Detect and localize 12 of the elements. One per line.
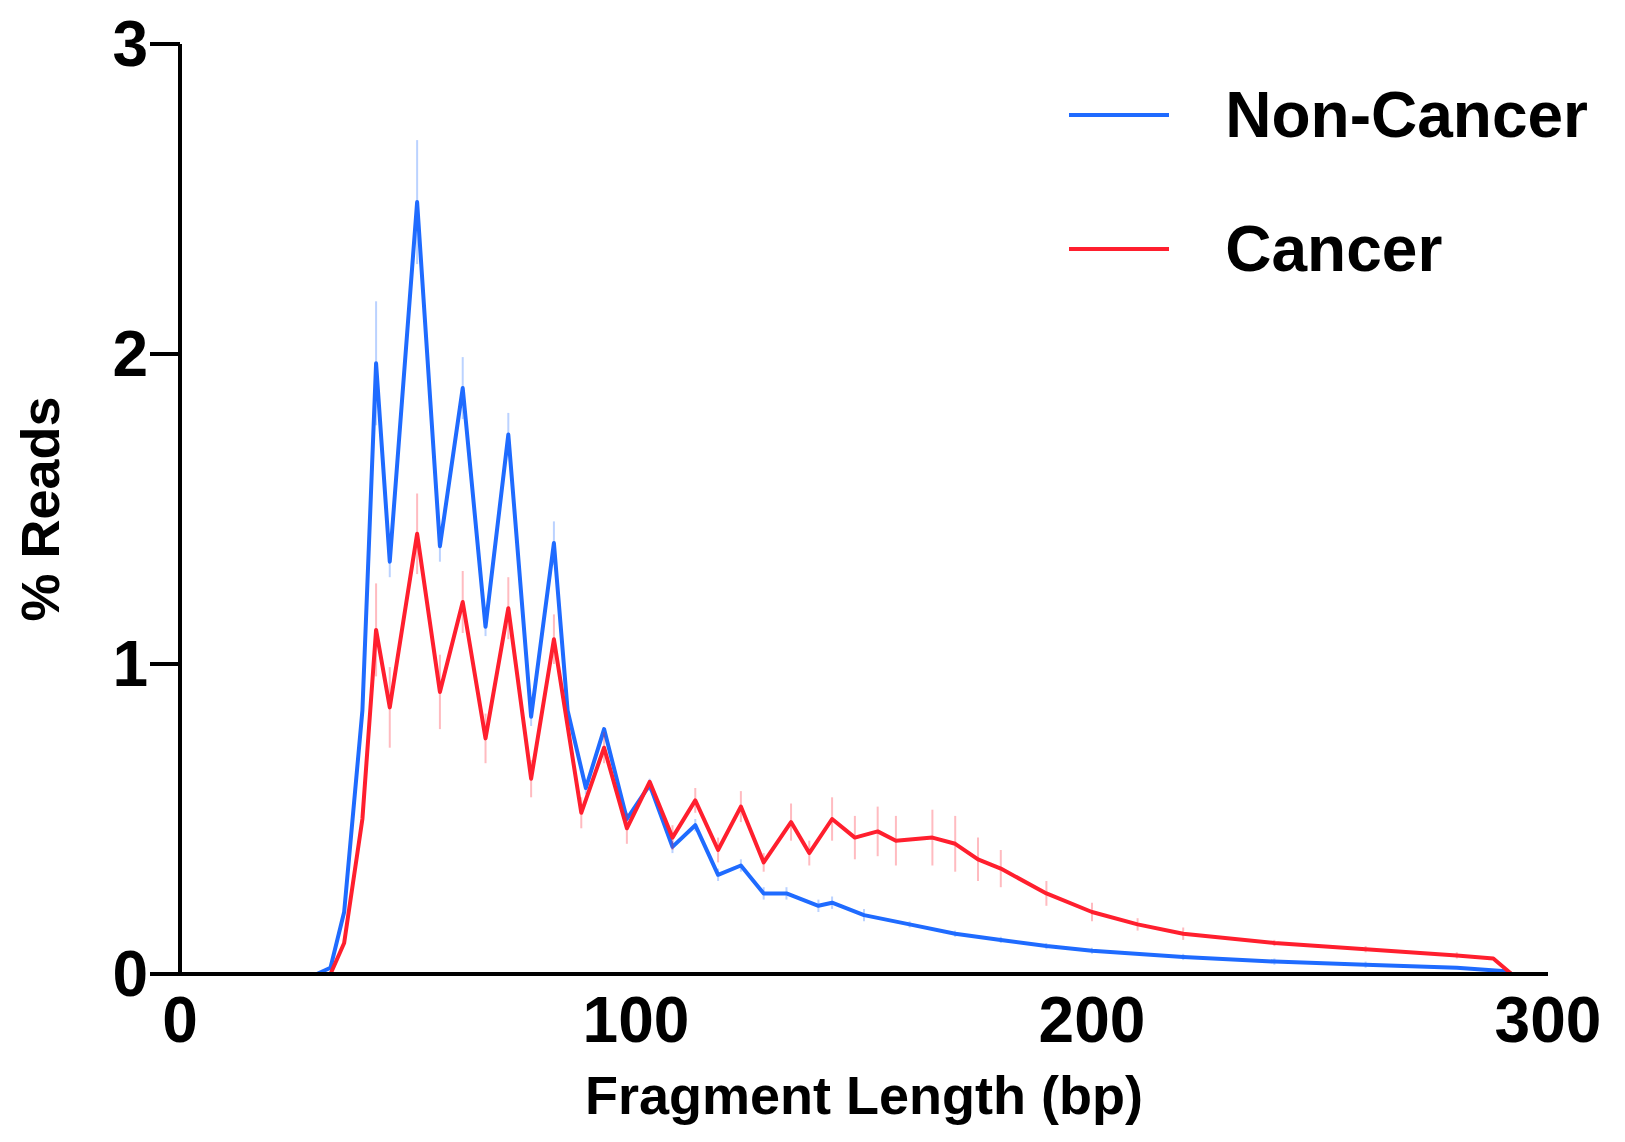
y-tick-label: 1	[112, 628, 148, 700]
y-tick-label: 2	[112, 318, 148, 390]
legend-label: Cancer	[1225, 212, 1443, 286]
y-tick-label: 0	[112, 938, 148, 1010]
x-tick-label: 100	[582, 984, 690, 1057]
x-tick-label: 200	[1038, 984, 1146, 1057]
legend-label: Non-Cancer	[1225, 78, 1588, 152]
x-tick-label: 300	[1494, 984, 1602, 1057]
x-axis-title: Fragment Length (bp)	[585, 1065, 1143, 1125]
y-tick-label: 3	[112, 8, 148, 80]
x-tick-label: 0	[162, 984, 198, 1057]
y-axis-title: % Reads	[10, 396, 71, 622]
